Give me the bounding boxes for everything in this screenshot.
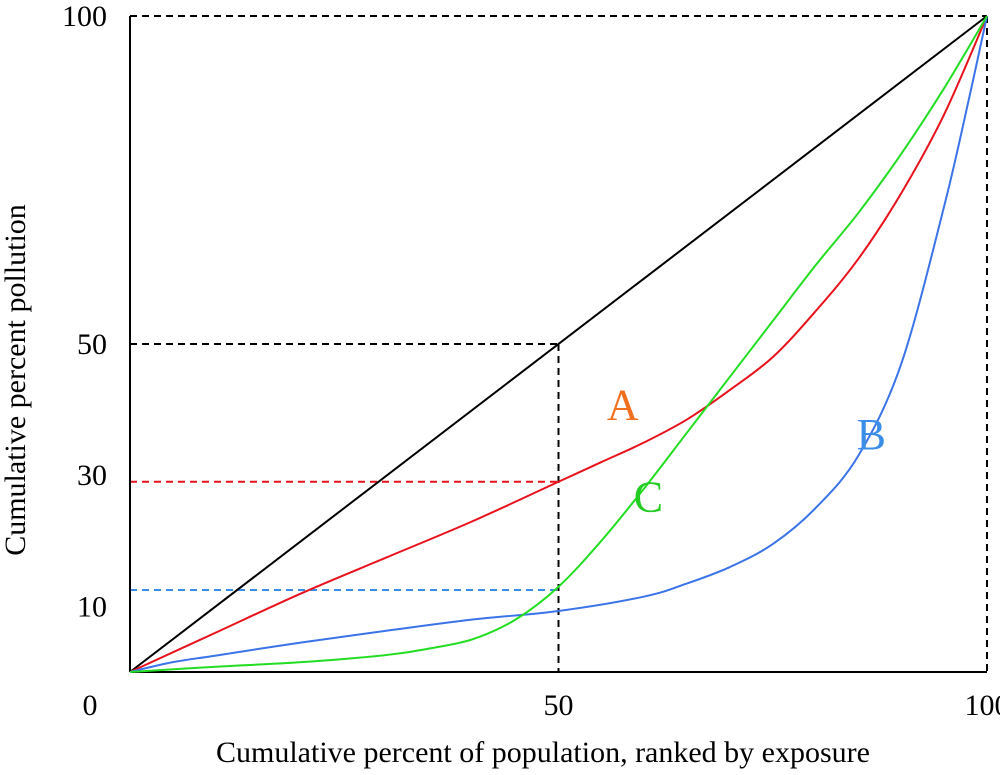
series-line-a	[129, 15, 988, 673]
x-tick-label-100: 100	[965, 689, 1000, 722]
series-lines	[129, 15, 988, 673]
series-label-b: B	[857, 410, 886, 459]
y-tick-label-100: 100	[62, 0, 107, 33]
series-line-b	[129, 15, 988, 673]
series-label-a: A	[607, 380, 639, 429]
series-labels: A B C	[607, 380, 886, 521]
series-line-line-of-equality	[129, 15, 988, 673]
reference-lines	[130, 15, 988, 672]
x-tick-label-50: 50	[544, 689, 574, 722]
x-axis-title: Cumulative percent of population, ranked…	[216, 736, 870, 769]
y-tick-label-50: 50	[77, 328, 107, 361]
y-axis-title: Cumulative percent pollution	[0, 204, 32, 556]
tick-labels: 0 50 100 10 30 50 100	[62, 0, 1000, 722]
x-tick-label-0: 0	[83, 689, 98, 722]
axes	[129, 16, 987, 673]
y-tick-label-10: 10	[77, 590, 107, 623]
y-tick-label-30: 30	[77, 459, 107, 492]
series-line-c	[129, 15, 988, 673]
series-label-c: C	[634, 472, 663, 521]
